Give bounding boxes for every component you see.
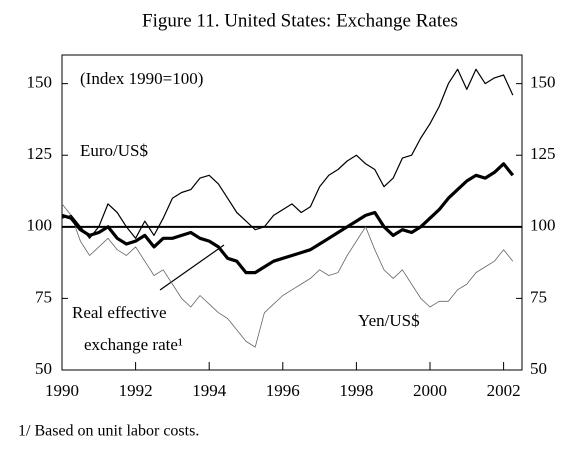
subtitle: (Index 1990=100): [80, 69, 203, 88]
x-tick-label: 1994: [192, 381, 227, 400]
plot-frame: [61, 54, 523, 371]
x-tick-label: 1996: [266, 381, 300, 400]
x-tick-label: 1998: [339, 381, 373, 400]
annotation-arrow: [159, 244, 225, 291]
y-tick-label: 50: [35, 359, 52, 378]
y-tick-label: 125: [27, 144, 53, 163]
y2-tick-label: 75: [530, 287, 547, 306]
x-tick-label: 2002: [487, 381, 521, 400]
y-tick-label: 75: [35, 287, 52, 306]
y2-tick-label: 125: [530, 144, 556, 163]
footnote: 1/ Based on unit labor costs.: [18, 423, 199, 440]
x-tick-label: 1992: [119, 381, 153, 400]
series-line: [61, 162, 515, 275]
x-tick-label: 2000: [413, 381, 447, 400]
y-tick-label: 150: [27, 73, 53, 92]
y2-tick-label: 150: [530, 73, 556, 92]
annotation: Yen/US$: [358, 311, 420, 330]
annotation: Real effective: [72, 303, 167, 322]
y2-tick-label: 100: [530, 216, 556, 235]
x-tick-label: 1990: [45, 381, 79, 400]
series-line: [61, 203, 514, 348]
annotation: exchange rate¹: [84, 335, 183, 354]
y2-tick-label: 50: [530, 359, 547, 378]
y-tick-label: 100: [27, 216, 53, 235]
annotation: Euro/US$: [80, 141, 148, 160]
series-line: [61, 68, 514, 239]
chart-title: Figure 11. United States: Exchange Rates: [142, 10, 458, 31]
